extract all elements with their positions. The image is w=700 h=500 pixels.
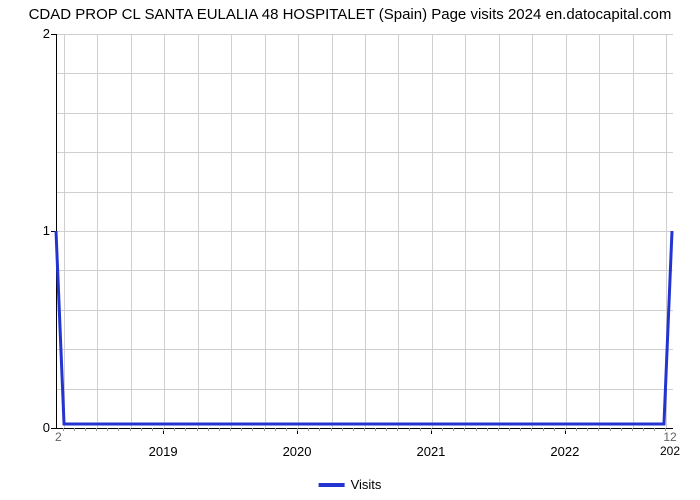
x-minor-tick bbox=[163, 428, 164, 431]
x-minor-tick bbox=[498, 428, 499, 431]
x-minor-tick bbox=[174, 428, 175, 431]
x-minor-tick bbox=[342, 428, 343, 431]
x-minor-tick bbox=[331, 428, 332, 431]
y-tick-label: 2 bbox=[32, 26, 50, 41]
secondary-label-right-2: 202 bbox=[660, 444, 680, 458]
x-tick-label: 2020 bbox=[283, 444, 312, 459]
y-tick-label: 1 bbox=[32, 223, 50, 238]
x-minor-tick bbox=[520, 428, 521, 431]
x-minor-tick bbox=[654, 428, 655, 431]
x-minor-tick bbox=[319, 428, 320, 431]
x-minor-tick bbox=[543, 428, 544, 431]
x-minor-tick bbox=[74, 428, 75, 431]
x-minor-tick bbox=[375, 428, 376, 431]
x-minor-tick bbox=[96, 428, 97, 431]
x-minor-tick bbox=[197, 428, 198, 431]
x-minor-tick bbox=[442, 428, 443, 431]
chart-title: CDAD PROP CL SANTA EULALIA 48 HOSPITALET… bbox=[0, 6, 700, 23]
x-minor-tick bbox=[476, 428, 477, 431]
x-minor-tick bbox=[587, 428, 588, 431]
x-minor-tick bbox=[118, 428, 119, 431]
x-minor-tick bbox=[353, 428, 354, 431]
x-minor-tick bbox=[308, 428, 309, 431]
x-minor-tick bbox=[598, 428, 599, 431]
x-tick-label: 2019 bbox=[149, 444, 178, 459]
series-polyline bbox=[56, 231, 672, 424]
x-minor-tick bbox=[453, 428, 454, 431]
x-minor-tick bbox=[141, 428, 142, 431]
x-tick-label: 2021 bbox=[416, 444, 445, 459]
x-minor-tick bbox=[386, 428, 387, 431]
x-minor-tick bbox=[621, 428, 622, 431]
x-minor-tick bbox=[219, 428, 220, 431]
x-minor-tick bbox=[275, 428, 276, 431]
x-tick-label: 2022 bbox=[550, 444, 579, 459]
x-minor-tick bbox=[152, 428, 153, 431]
secondary-label-right-1: 12 bbox=[663, 430, 676, 444]
x-minor-tick bbox=[252, 428, 253, 431]
x-minor-tick bbox=[286, 428, 287, 431]
x-minor-tick bbox=[397, 428, 398, 431]
x-minor-tick bbox=[208, 428, 209, 431]
x-minor-tick bbox=[431, 428, 432, 431]
x-minor-tick bbox=[409, 428, 410, 431]
x-minor-tick bbox=[241, 428, 242, 431]
x-minor-tick bbox=[297, 428, 298, 431]
legend-label: Visits bbox=[351, 477, 382, 492]
x-minor-tick bbox=[107, 428, 108, 431]
legend: Visits bbox=[319, 477, 382, 492]
x-minor-tick bbox=[531, 428, 532, 431]
y-tick-mark bbox=[51, 428, 56, 429]
x-minor-tick bbox=[565, 428, 566, 431]
x-minor-tick bbox=[610, 428, 611, 431]
y-tick-label: 0 bbox=[32, 420, 50, 435]
x-minor-tick bbox=[63, 428, 64, 431]
legend-swatch bbox=[319, 483, 345, 487]
x-minor-tick bbox=[576, 428, 577, 431]
x-minor-tick bbox=[230, 428, 231, 431]
x-minor-tick bbox=[643, 428, 644, 431]
x-minor-tick bbox=[487, 428, 488, 431]
x-minor-tick bbox=[185, 428, 186, 431]
x-minor-tick bbox=[264, 428, 265, 431]
x-minor-tick bbox=[364, 428, 365, 431]
x-minor-tick bbox=[464, 428, 465, 431]
secondary-label-left: 2 bbox=[55, 430, 62, 444]
x-minor-tick bbox=[554, 428, 555, 431]
x-minor-tick bbox=[420, 428, 421, 431]
x-minor-tick bbox=[85, 428, 86, 431]
x-minor-tick bbox=[632, 428, 633, 431]
x-minor-tick bbox=[509, 428, 510, 431]
x-minor-tick bbox=[130, 428, 131, 431]
series-line bbox=[56, 34, 672, 428]
